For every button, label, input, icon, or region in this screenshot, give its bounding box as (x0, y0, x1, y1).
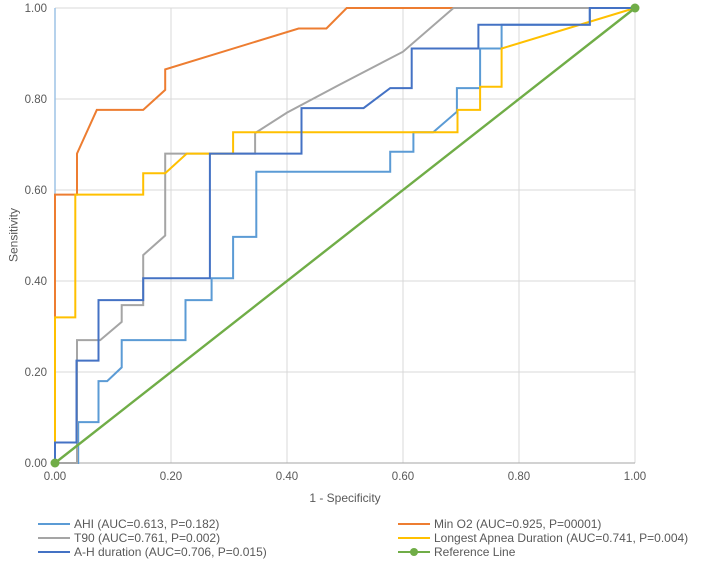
legend-label: A-H duration (AUC=0.706, P=0.015) (74, 545, 267, 559)
x-tick-label: 0.40 (276, 471, 298, 483)
roc-curve-ahi (55, 7, 635, 464)
legend-label: T90 (AUC=0.761, P=0.002) (74, 531, 221, 545)
legend-item-t90: T90 (AUC=0.761, P=0.002) (38, 531, 267, 545)
a-h-duration-line-swatch-icon (38, 551, 70, 553)
longest-apnea-duration-line-swatch-icon (398, 537, 430, 539)
roc-curve-t90 (55, 7, 635, 464)
chart-legend-column-left: AHI (AUC=0.613, P=0.182) T90 (AUC=0.761, … (38, 517, 267, 559)
ahi-line-swatch-icon (38, 523, 70, 525)
y-tick-label: 0.20 (25, 367, 47, 379)
y-tick-label: 0.00 (25, 458, 47, 470)
legend-item-a-h-duration: A-H duration (AUC=0.706, P=0.015) (38, 545, 267, 559)
x-tick-label: 0.20 (160, 471, 182, 483)
chart-legend-column-right: Min O2 (AUC=0.925, P=00001) Longest Apnea… (398, 517, 688, 559)
roc-curve-a-h-duration (54, 7, 635, 463)
reference-line-line-swatch-icon (398, 548, 430, 556)
roc-curve-min-o2 (54, 7, 635, 463)
x-tick-label: 0.00 (44, 471, 66, 483)
legend-item-ahi: AHI (AUC=0.613, P=0.182) (38, 517, 267, 531)
reference-line-endpoint-marker (630, 3, 640, 13)
legend-item-longest-apnea-duration: Longest Apnea Duration (AUC=0.741, P=0.0… (398, 531, 688, 545)
min-o2-line-swatch-icon (398, 523, 430, 525)
roc-curve-reference-line (54, 7, 636, 464)
y-tick-label: 0.60 (25, 185, 47, 197)
y-tick-label: 1.00 (25, 3, 47, 15)
reference-line-marker-dot-icon (410, 548, 418, 556)
legend-label: Longest Apnea Duration (AUC=0.741, P=0.0… (434, 531, 689, 545)
y-axis-title: Sensitivity (6, 207, 21, 263)
legend-label: Min O2 (AUC=0.925, P=00001) (434, 517, 602, 531)
x-tick-label: 0.80 (508, 471, 530, 483)
t90-line-swatch-icon (38, 537, 70, 539)
reference-line-endpoint-marker (50, 458, 60, 468)
legend-label: AHI (AUC=0.613, P=0.182) (74, 517, 220, 531)
y-tick-label: 0.80 (25, 94, 47, 106)
x-tick-label: 1.00 (624, 471, 646, 483)
legend-label: Reference Line (434, 545, 516, 559)
gridlines (55, 7, 636, 463)
legend-item-reference-line: Reference Line (398, 545, 688, 559)
x-axis-title: 1 - Specificity (309, 491, 381, 505)
x-tick-label: 0.60 (392, 471, 414, 483)
y-tick-label: 0.40 (25, 276, 47, 288)
legend-item-min-o2: Min O2 (AUC=0.925, P=00001) (398, 517, 688, 531)
